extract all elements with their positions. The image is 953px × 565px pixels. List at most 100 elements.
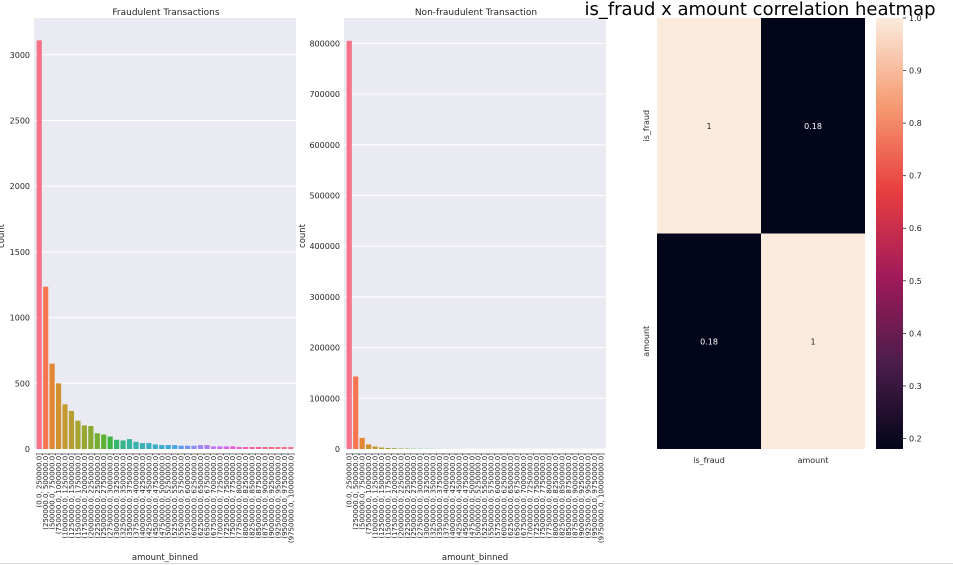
- bar: [398, 448, 404, 449]
- x-tick-label: (8250000.0, 8500000.0]: [249, 453, 257, 539]
- y-tick-label: 1500: [10, 248, 30, 257]
- y-tick-label: 500: [15, 379, 30, 388]
- nonfraud-bar-chart: Non-fraudulent Transaction 0 100000 200000…: [298, 8, 606, 563]
- x-tick-label: (9750000.0, 10000000.0]: [597, 453, 605, 543]
- x-tick-label: (7250000.0, 7500000.0]: [223, 453, 231, 539]
- x-tick-label: (3750000.0, 4000000.0]: [132, 453, 140, 539]
- x-tick-label: (1000000.0, 1250000.0]: [62, 453, 70, 539]
- x-tick-label: (3000000.0, 3250000.0]: [423, 453, 431, 539]
- x-tick-label: (0.0, 250000.0]: [346, 453, 354, 508]
- bar: [385, 447, 391, 449]
- x-tick-label: (8750000.0, 9000000.0]: [261, 453, 269, 539]
- x-tick-label: (500000.0, 750000.0]: [359, 453, 367, 530]
- heatmap-cell: [761, 18, 865, 234]
- colorbar-tick-label: 0.2: [909, 434, 922, 443]
- bar: [62, 404, 68, 449]
- y-tick-label: 700000: [309, 90, 340, 99]
- heatmap-title: is_fraud x amount correlation heatmap: [584, 0, 935, 20]
- bar: [210, 446, 216, 449]
- bar: [268, 447, 275, 449]
- bar: [372, 446, 378, 449]
- x-tick-label: (4250000.0, 4500000.0]: [455, 453, 463, 539]
- heatmap-x-tick-label: amount: [798, 456, 829, 465]
- x-tick-label: (8000000.0, 8250000.0]: [552, 453, 560, 539]
- x-tick-label: (7750000.0, 8000000.0]: [546, 453, 554, 539]
- heatmap-cells: 1 0.18 0.18 1: [657, 18, 865, 449]
- bar: [275, 447, 281, 449]
- x-tick-label: (2250000.0, 2500000.0]: [404, 453, 412, 539]
- x-tick-label: (0.0, 250000.0]: [36, 453, 44, 508]
- x-tick-label: (5250000.0, 5500000.0]: [481, 453, 489, 539]
- bar: [255, 447, 262, 449]
- x-tick-label: (3750000.0, 4000000.0]: [442, 453, 450, 539]
- x-tick-label: (2250000.0, 2500000.0]: [94, 453, 102, 539]
- x-tick-label: (1500000.0, 1750000.0]: [74, 453, 82, 539]
- bar: [217, 446, 223, 449]
- colorbar-tick-label: 0.6: [909, 224, 922, 233]
- y-tick-label: 0: [25, 445, 30, 454]
- x-tick-label: (3500000.0, 3750000.0]: [126, 453, 134, 539]
- x-tick-label: (3250000.0, 3500000.0]: [120, 453, 128, 539]
- colorbar-tick-label: 1.0: [909, 14, 922, 23]
- x-tick-label: (7250000.0, 7500000.0]: [533, 453, 541, 539]
- x-tick-label: (750000.0, 1000000.0]: [365, 453, 373, 534]
- x-tick-label: (1750000.0, 2000000.0]: [81, 453, 89, 539]
- bar: [94, 433, 100, 449]
- heatmap-cell-label: 0.18: [804, 122, 822, 131]
- bar: [249, 447, 255, 449]
- bar: [36, 40, 42, 450]
- x-tick-label: (9250000.0, 9500000.0]: [584, 453, 592, 539]
- x-tick-label: (3000000.0, 3250000.0]: [113, 453, 121, 539]
- heatmap-cell-label: 0.18: [700, 337, 718, 346]
- bar: [288, 447, 294, 449]
- colorbar-tick-labels: 0.2 0.3 0.4 0.5 0.6 0.7 0.8 0.9 1.0: [903, 14, 922, 443]
- x-tick-label: (4000000.0, 4250000.0]: [139, 453, 147, 539]
- nonfraud-bars: [346, 40, 604, 449]
- bar: [165, 445, 171, 449]
- fraud-x-axis-label: amount_binned: [132, 553, 198, 563]
- bar: [68, 410, 75, 449]
- bar: [75, 420, 81, 449]
- bar: [101, 434, 107, 449]
- heatmap-cell: [761, 233, 865, 449]
- x-tick-label: (5750000.0, 6000000.0]: [184, 453, 192, 539]
- bar: [230, 446, 236, 449]
- y-tick-label: 600000: [309, 141, 340, 150]
- bar: [281, 447, 287, 449]
- bar: [126, 439, 133, 449]
- x-tick-label: (4750000.0, 5000000.0]: [468, 453, 476, 539]
- bar: [391, 448, 397, 449]
- bar: [184, 445, 191, 449]
- bar: [133, 441, 139, 449]
- x-tick-label: (4500000.0, 4750000.0]: [152, 453, 160, 539]
- bar: [178, 445, 184, 449]
- nonfraud-chart-title: Non-fraudulent Transaction: [415, 8, 537, 18]
- x-tick-label: (2750000.0, 3000000.0]: [107, 453, 115, 539]
- bar: [197, 445, 204, 449]
- colorbar: [876, 18, 903, 449]
- heatmap-cell: [657, 233, 761, 449]
- heatmap-cell-label: 1: [706, 122, 711, 131]
- bar: [346, 40, 352, 449]
- x-tick-label: (6250000.0, 6500000.0]: [197, 453, 205, 539]
- bar: [243, 447, 249, 449]
- x-tick-label: (4750000.0, 5000000.0]: [158, 453, 166, 539]
- x-tick-label: (4000000.0, 4250000.0]: [449, 453, 457, 539]
- x-tick-label: (250000.0, 500000.0]: [42, 453, 50, 530]
- bar: [139, 443, 146, 449]
- bar: [55, 383, 62, 449]
- bar: [223, 446, 229, 449]
- x-tick-label: (5000000.0, 5250000.0]: [475, 453, 483, 539]
- x-tick-label: (250000.0, 500000.0]: [352, 453, 360, 530]
- bar: [353, 376, 359, 449]
- x-tick-label: (3500000.0, 3750000.0]: [436, 453, 444, 539]
- x-tick-label: (1250000.0, 1500000.0]: [378, 453, 386, 539]
- bar: [146, 443, 152, 449]
- x-tick-label: (2000000.0, 2250000.0]: [397, 453, 405, 539]
- fraud-y-axis-label: count: [0, 223, 7, 248]
- x-tick-label: (6250000.0, 6500000.0]: [507, 453, 515, 539]
- bar: [365, 444, 372, 449]
- x-tick-label: (8500000.0, 8750000.0]: [255, 453, 263, 539]
- nonfraud-x-tick-labels: (0.0, 250000.0](250000.0, 500000.0](5000…: [346, 453, 606, 543]
- heatmap-y-tick-label: amount: [642, 326, 651, 357]
